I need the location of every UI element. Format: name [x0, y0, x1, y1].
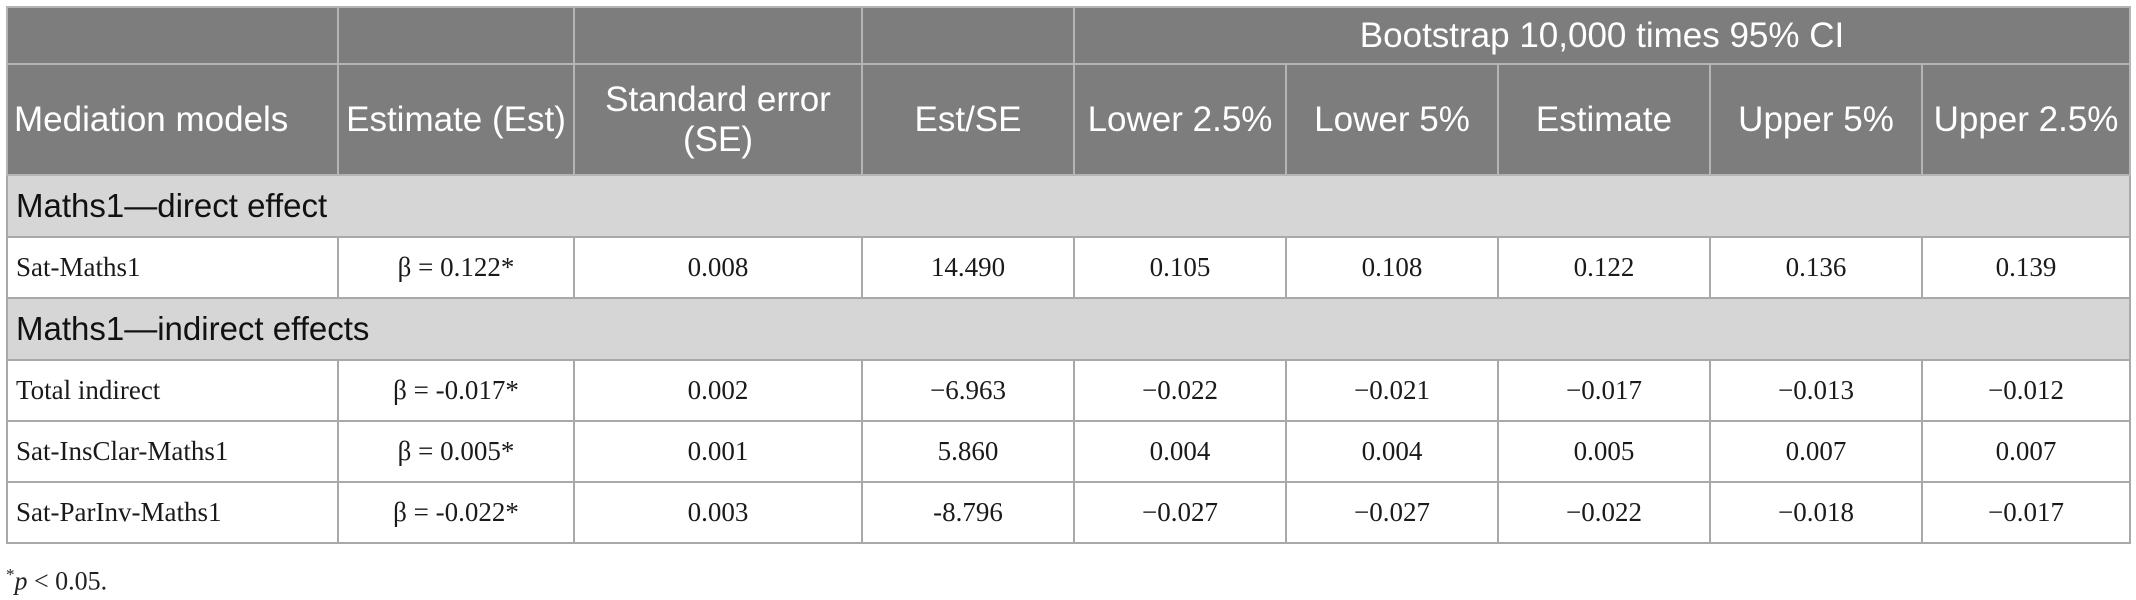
table-row: Sat-InsClar-Maths1 β = 0.005* 0.001 5.86…	[6, 420, 2132, 483]
header-row-columns: Mediation models Estimate (Est) Standard…	[6, 63, 2132, 176]
cell-standard-error: 0.001	[573, 420, 863, 483]
table-row: Total indirect β = -0.017* 0.002 −6.963 …	[6, 359, 2132, 422]
cell-lower-2-5: −0.027	[1073, 481, 1287, 544]
cell-estimate-est: β = -0.022*	[337, 481, 575, 544]
footnote-marker: *	[6, 565, 15, 584]
row-label: Total indirect	[6, 359, 339, 422]
header-empty-cell	[6, 6, 339, 65]
col-header-est-se: Est/SE	[861, 63, 1075, 176]
cell-lower-2-5: −0.022	[1073, 359, 1287, 422]
cell-standard-error: 0.008	[573, 236, 863, 299]
col-header-standard-error: Standard error (SE)	[573, 63, 863, 176]
cell-est-se: 14.490	[861, 236, 1075, 299]
cell-lower-5: −0.027	[1285, 481, 1499, 544]
col-header-lower-2-5: Lower 2.5%	[1073, 63, 1287, 176]
cell-estimate-est: β = -0.017*	[337, 359, 575, 422]
col-header-lower-5: Lower 5%	[1285, 63, 1499, 176]
footnote-text: < 0.05.	[27, 566, 108, 596]
cell-upper-2-5: −0.012	[1920, 359, 2132, 422]
col-header-upper-2-5: Upper 2.5%	[1920, 63, 2132, 176]
cell-upper-5: −0.018	[1709, 481, 1923, 544]
cell-lower-2-5: 0.004	[1073, 420, 1287, 483]
table-row: Sat-ParInv-Maths1 β = -0.022* 0.003 -8.7…	[6, 481, 2132, 544]
section-row-indirect-effects: Maths1—indirect effects	[5, 297, 2132, 361]
section-title: Maths1—indirect effects	[5, 297, 2132, 361]
cell-est-se: 5.860	[861, 420, 1075, 483]
col-header-mediation-models: Mediation models	[6, 63, 339, 176]
section-title: Maths1—direct effect	[5, 174, 2132, 238]
cell-estimate-est: β = 0.005*	[337, 420, 575, 483]
row-label: Sat-Maths1	[6, 236, 339, 299]
cell-estimate: 0.122	[1497, 236, 1711, 299]
col-header-estimate: Estimate	[1497, 63, 1711, 176]
cell-lower-2-5: 0.105	[1073, 236, 1287, 299]
cell-lower-5: −0.021	[1285, 359, 1499, 422]
header-empty-cell	[337, 6, 575, 65]
footnote-p-variable: p	[14, 566, 28, 596]
cell-lower-5: 0.004	[1285, 420, 1499, 483]
header-row-group: Bootstrap 10,000 times 95% CI	[6, 6, 2132, 65]
cell-upper-2-5: −0.017	[1920, 481, 2132, 544]
cell-est-se: −6.963	[861, 359, 1075, 422]
row-label: Sat-ParInv-Maths1	[6, 481, 339, 544]
table-body: Maths1—direct effect Sat-Maths1 β = 0.12…	[5, 174, 2132, 544]
cell-upper-2-5: 0.139	[1920, 236, 2132, 299]
mediation-results-table: Bootstrap 10,000 times 95% CI Mediation …	[5, 6, 2132, 544]
col-header-upper-5: Upper 5%	[1709, 63, 1923, 176]
section-row-direct-effect: Maths1—direct effect	[5, 174, 2132, 238]
col-header-estimate-est: Estimate (Est)	[337, 63, 575, 176]
cell-estimate: −0.017	[1497, 359, 1711, 422]
table-header: Bootstrap 10,000 times 95% CI Mediation …	[6, 6, 2132, 176]
cell-estimate: 0.005	[1497, 420, 1711, 483]
bootstrap-ci-group-header: Bootstrap 10,000 times 95% CI	[1072, 6, 2132, 65]
cell-upper-2-5: 0.007	[1920, 420, 2132, 483]
header-empty-cell	[573, 6, 863, 65]
cell-upper-5: −0.013	[1709, 359, 1923, 422]
header-empty-cell	[861, 6, 1075, 65]
cell-lower-5: 0.108	[1285, 236, 1499, 299]
table-row: Sat-Maths1 β = 0.122* 0.008 14.490 0.105…	[6, 236, 2132, 299]
table-footnote: *p < 0.05.	[6, 565, 107, 597]
cell-standard-error: 0.003	[573, 481, 863, 544]
cell-standard-error: 0.002	[573, 359, 863, 422]
cell-upper-5: 0.007	[1709, 420, 1923, 483]
cell-est-se: -8.796	[861, 481, 1075, 544]
cell-estimate-est: β = 0.122*	[337, 236, 575, 299]
cell-upper-5: 0.136	[1709, 236, 1923, 299]
row-label: Sat-InsClar-Maths1	[6, 420, 339, 483]
cell-estimate: −0.022	[1497, 481, 1711, 544]
